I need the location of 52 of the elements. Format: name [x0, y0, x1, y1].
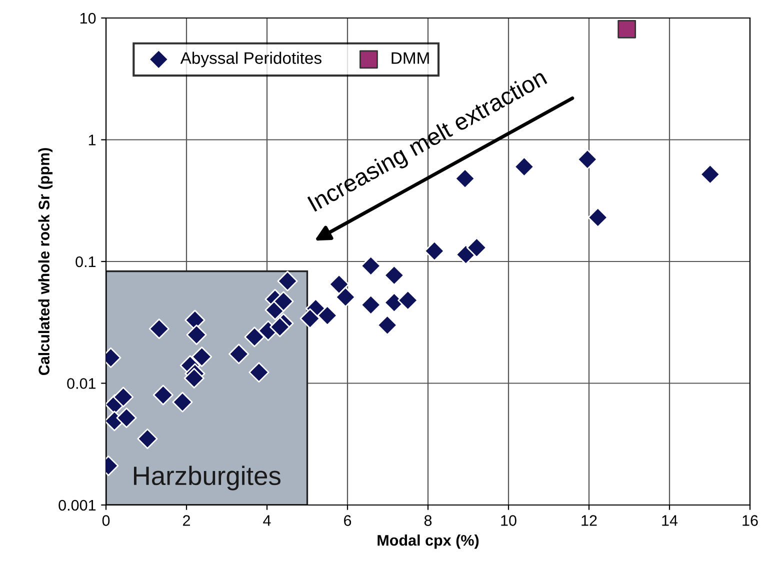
- point: [300, 308, 320, 329]
- x-tick-label: 6: [344, 515, 352, 526]
- point: [588, 207, 608, 228]
- point: [317, 305, 338, 326]
- point: [618, 20, 636, 38]
- point: [148, 318, 170, 340]
- y-tick-label: 0.01: [67, 378, 96, 389]
- point: [152, 384, 174, 406]
- x-tick-label: 2: [183, 515, 190, 526]
- point: [172, 392, 193, 412]
- point: [514, 156, 534, 178]
- x-tick-label: 16: [742, 515, 758, 526]
- point: [377, 314, 398, 336]
- y-tick-label: 0.1: [76, 256, 96, 268]
- point: [360, 256, 382, 276]
- legend-label: DMM: [392, 52, 429, 64]
- x-axis-title: Modal cpx (%): [378, 534, 479, 549]
- point: [360, 294, 382, 316]
- point: [384, 265, 404, 286]
- band-label: Harzburgites: [134, 466, 280, 490]
- point: [113, 386, 134, 408]
- y-tick-label: 0.001: [58, 500, 96, 511]
- point: [466, 237, 487, 258]
- point: [454, 168, 476, 189]
- point: [192, 346, 212, 368]
- y-tick-label: 10: [80, 12, 96, 24]
- x-tick-label: 12: [582, 515, 597, 526]
- point: [248, 362, 270, 383]
- x-tick-label: 14: [662, 515, 678, 526]
- x-tick-label: 10: [501, 515, 516, 526]
- x-tick-label: 8: [424, 515, 432, 526]
- point: [184, 368, 204, 388]
- x-tick-label: 4: [263, 515, 271, 526]
- point: [137, 428, 158, 450]
- point: [335, 286, 356, 308]
- point: [116, 408, 137, 428]
- y-axis-title: Calculated whole rock Sr (ppm): [38, 148, 52, 376]
- point: [186, 324, 207, 346]
- legend-label: Abyssal Peridotites: [180, 52, 322, 68]
- point: [228, 344, 250, 364]
- point: [273, 291, 294, 312]
- point: [398, 290, 418, 311]
- point: [270, 316, 290, 338]
- point: [244, 326, 265, 348]
- point: [277, 270, 298, 292]
- point: [328, 274, 350, 295]
- y-tick-label: 1: [88, 134, 96, 146]
- x-tick-label: 0: [102, 515, 110, 526]
- point: [700, 164, 720, 185]
- point: [577, 149, 598, 170]
- point: [424, 240, 445, 262]
- point: [184, 310, 206, 330]
